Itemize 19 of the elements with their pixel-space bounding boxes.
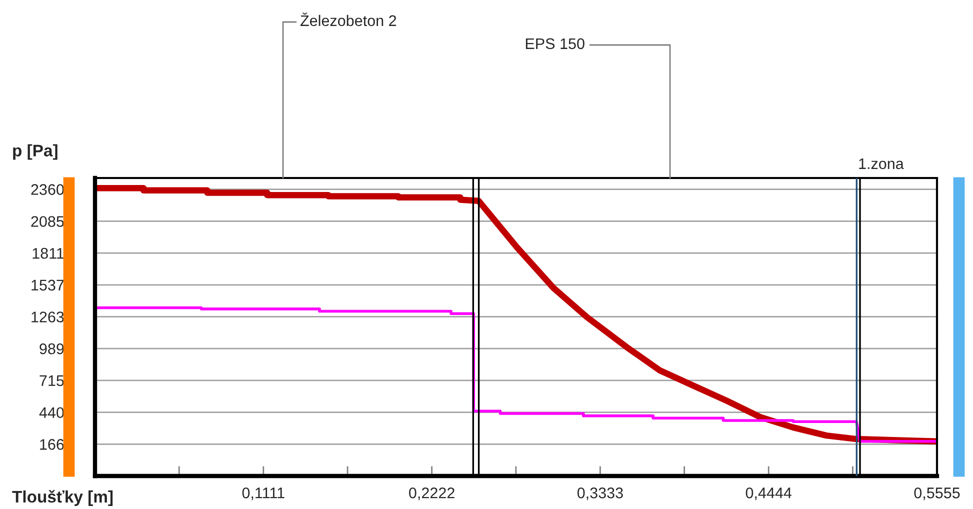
x-tick-label: 0,5555	[914, 488, 960, 500]
y-axis-title: p [Pa]	[13, 144, 58, 160]
x-tick-label: 0,1111	[242, 488, 284, 500]
y-tick-label: 989	[40, 343, 64, 354]
y-tick-label: 2085	[31, 216, 64, 227]
x-tick-label: 0,3333	[577, 488, 623, 500]
text: 1.zona	[859, 158, 904, 170]
y-tick-label: 1263	[32, 312, 64, 322]
y-tick-label: 440	[39, 407, 64, 418]
y-tick-label: 1811	[32, 248, 64, 259]
x-axis-title: Tloušťky [m]	[12, 490, 113, 506]
y-tick-label: 715	[40, 375, 64, 386]
text: EPS 150	[526, 38, 584, 50]
x-tick-label: 0,4444	[746, 488, 792, 500]
y-tick-label: 2360	[31, 184, 64, 195]
x-tick-label: 0,2222	[409, 488, 454, 500]
y-tick-label: 166	[40, 439, 64, 450]
y-tick-label: 1537	[32, 280, 64, 291]
text: Železobeton 2	[300, 12, 396, 26]
